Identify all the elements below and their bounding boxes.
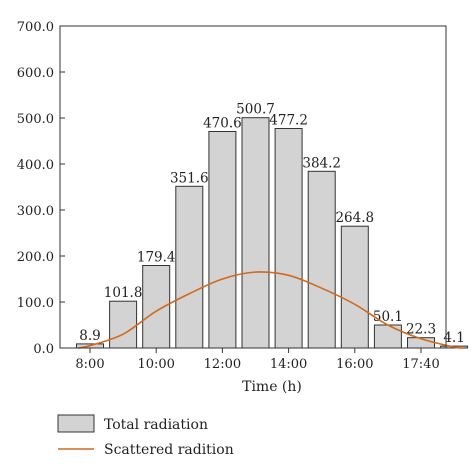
y-tick-label: 300.0 (17, 204, 54, 219)
bar-value-label: 179.4 (137, 250, 176, 266)
y-tick-label: 200.0 (17, 250, 54, 265)
bar-value-label: 500.7 (236, 102, 275, 118)
bar (241, 117, 270, 349)
axes: 0.0 100.0 200.0 300.0 400.0 500.0 600.0 700.0 8:… (17, 20, 447, 372)
bar-value-label: 50.1 (373, 309, 403, 325)
x-axis-title: Time (h) (242, 379, 302, 395)
bar (307, 170, 336, 349)
y-tick-label: 700.0 (17, 20, 54, 35)
bar-value-label: 264.8 (335, 210, 374, 226)
bar (175, 185, 204, 349)
x-tick-label: 16:00 (336, 357, 373, 372)
bar (109, 300, 138, 349)
x-tick-label: 12:00 (204, 357, 241, 372)
x-tick-label: 8:00 (75, 357, 104, 372)
bar-value-label: 384.2 (302, 155, 341, 171)
y-tick-label: 0.0 (33, 342, 54, 357)
bar-value-label: 101.8 (104, 285, 143, 301)
y-tick-label: 400.0 (17, 158, 54, 173)
legend: Total radiation Scattered radition (57, 414, 234, 458)
y-tick-label: 500.0 (17, 112, 54, 127)
y-tick-label: 100.0 (17, 296, 54, 311)
bar-value-label: 470.6 (203, 116, 242, 132)
legend-label-total-radiation: Total radiation (104, 417, 208, 433)
scattered-radition-line (77, 271, 465, 349)
legend-label-scattered-radition: Scattered radition (104, 442, 234, 458)
x-tick-label: 17:40 (402, 357, 439, 372)
bar (373, 324, 402, 349)
bar-value-label: 477.2 (269, 113, 308, 129)
y-tick-label: 600.0 (17, 66, 54, 81)
x-tick-label: 14:00 (270, 357, 307, 372)
bar (208, 131, 237, 349)
legend-swatch-total-radiation (57, 414, 95, 433)
bar (274, 128, 303, 349)
bar (142, 265, 171, 349)
bar-value-label: 22.3 (406, 322, 436, 338)
bar-value-label: 351.6 (170, 170, 209, 186)
bar-value-label: 4.1 (443, 330, 464, 346)
bar (340, 225, 369, 349)
bar-value-label: 8.9 (79, 328, 100, 344)
x-tick-label: 10:00 (137, 357, 174, 372)
plot-frame (59, 25, 447, 349)
